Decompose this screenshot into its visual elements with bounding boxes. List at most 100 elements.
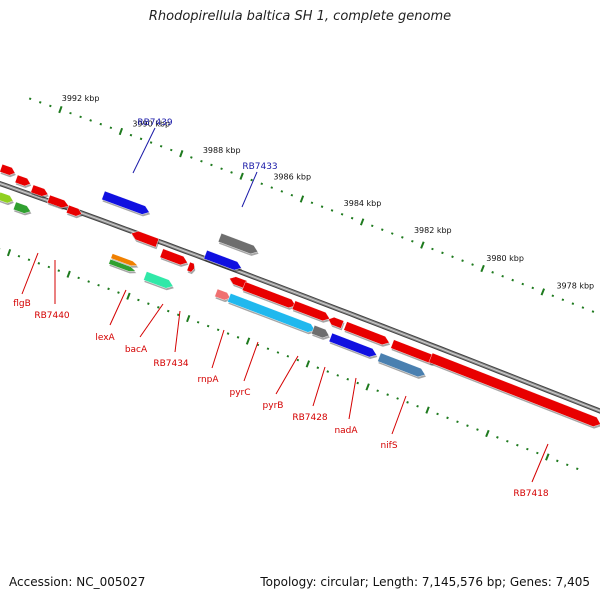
inner-tick (396, 397, 399, 400)
gene-label-flgb: flgB (13, 299, 31, 309)
inner-tick (27, 258, 31, 262)
outer-tick (511, 278, 515, 282)
label-leader-line (391, 395, 407, 435)
outer-tick (210, 163, 213, 167)
outer-tick (230, 171, 233, 174)
outer-tick (139, 137, 143, 141)
outer-tick (521, 282, 525, 286)
gene-label-pyrc: pyrC (229, 388, 250, 398)
gene-feature (0, 163, 16, 176)
outer-tick (561, 298, 565, 302)
inner-tick (37, 262, 41, 265)
gene-feature (159, 248, 188, 266)
inner-tick (137, 298, 140, 302)
gene-feature (328, 332, 377, 358)
gene-feature (214, 288, 231, 301)
inner-tick (506, 439, 509, 443)
inner-tick (296, 358, 300, 362)
outer-tick (109, 126, 113, 130)
outer-tick (420, 241, 425, 249)
genome-summary-text: Topology: circular; Length: 7,145,576 bp… (260, 575, 590, 589)
inner-tick (236, 336, 240, 339)
gene-feature (101, 190, 150, 215)
gene-label-nada: nadA (334, 426, 358, 436)
inner-tick (516, 443, 519, 447)
gene-feature (428, 352, 600, 427)
outer-tick (149, 141, 153, 144)
gene-label-rnpa: rnpA (197, 375, 219, 385)
inner-tick (196, 321, 200, 324)
gene-label-baca: bacA (125, 345, 148, 355)
gene-label-rb7439: RB7439 (137, 118, 173, 128)
outer-tick (260, 182, 264, 186)
inner-tick (406, 401, 409, 404)
outer-tick (69, 111, 72, 115)
gene-feature (108, 258, 136, 272)
inner-tick (226, 332, 230, 335)
outer-tick (350, 216, 354, 220)
gene-label-rb7433: RB7433 (242, 162, 277, 172)
outer-tick (49, 104, 52, 108)
inner-tick (186, 314, 191, 323)
outer-tick (250, 178, 253, 182)
outer-tick (581, 306, 585, 309)
outer-tick (401, 236, 404, 239)
outer-tick (461, 259, 464, 262)
kbp-label: 3990 kbp (132, 120, 170, 129)
inner-tick (496, 436, 499, 439)
inner-tick (126, 292, 131, 300)
gene-feature (143, 271, 174, 289)
gene-feature (66, 204, 82, 217)
inner-tick (206, 324, 210, 328)
outer-tick (220, 167, 223, 170)
outer-ticks (28, 97, 595, 313)
gene-label-rb7428: RB7428 (292, 413, 328, 423)
inner-tick (476, 428, 479, 431)
inner-tick (216, 328, 220, 332)
label-leader-line (211, 329, 225, 369)
kbp-label: 3982 kbp (414, 226, 452, 235)
gene-feature (217, 233, 259, 255)
inner-tick (466, 424, 469, 427)
outer-tick (320, 205, 324, 208)
gene-label-pyrb: pyrB (263, 401, 284, 411)
outer-tick (451, 255, 454, 259)
accession-text: Accession: NC_005027 (9, 575, 146, 589)
label-leader-line (109, 289, 127, 326)
inner-tick (575, 467, 579, 471)
label-leader-line (243, 341, 259, 382)
gene-feature (30, 184, 49, 197)
outer-tick (480, 264, 485, 273)
inner-tick (316, 366, 320, 370)
gene-feature (241, 281, 297, 309)
label-leader-line (348, 377, 357, 420)
inner-tick (446, 416, 449, 420)
gene-label-nifs: nifS (380, 441, 397, 451)
inner-tick (555, 459, 559, 463)
inner-tick (456, 420, 459, 424)
gene-label-rb7434: RB7434 (153, 359, 189, 369)
outer-tick (118, 127, 124, 136)
inner-tick (416, 404, 419, 408)
inner-tick (376, 389, 379, 393)
gene-feature (311, 325, 330, 339)
inner-tick (77, 276, 80, 280)
gene-feature (0, 191, 14, 204)
kbp-label: 3984 kbp (344, 199, 382, 208)
outer-tick (28, 97, 32, 101)
outer-tick (441, 251, 444, 255)
inner-tick (485, 429, 490, 438)
gene-label-lexa: lexA (95, 333, 115, 343)
kbp-label: 3980 kbp (486, 254, 524, 263)
outer-tick (200, 159, 203, 163)
outer-tick (359, 218, 365, 226)
inner-tick (526, 447, 529, 451)
inner-tick (545, 453, 550, 461)
inner-tick (117, 291, 120, 294)
outer-tick (540, 288, 546, 296)
gene-label-rb7440: RB7440 (34, 311, 70, 321)
inner-tick (536, 451, 539, 455)
inner-tick (386, 393, 389, 396)
